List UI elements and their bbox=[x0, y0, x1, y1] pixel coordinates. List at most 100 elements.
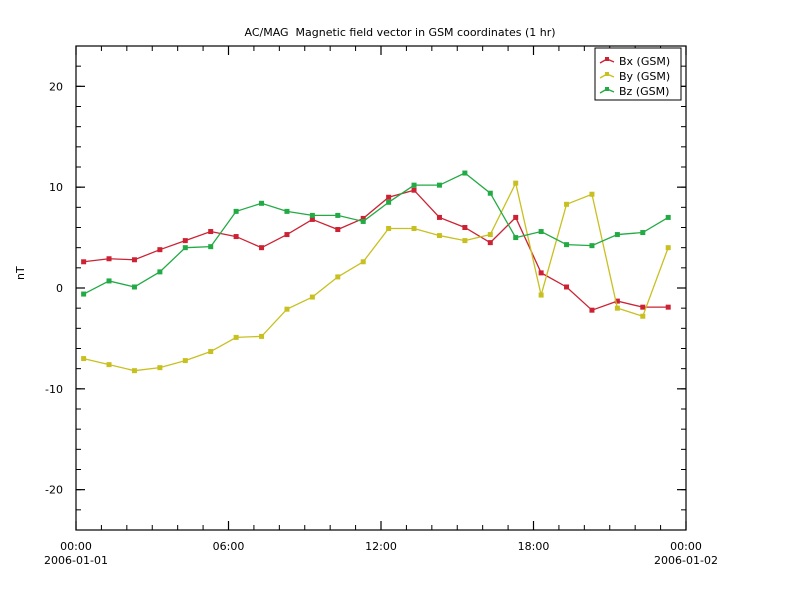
data-point-marker bbox=[335, 274, 341, 280]
data-point-marker bbox=[208, 229, 214, 235]
data-point-marker bbox=[665, 304, 671, 310]
data-point-marker bbox=[436, 182, 442, 188]
data-point-marker bbox=[640, 230, 646, 236]
data-point-marker bbox=[487, 190, 493, 196]
data-point-marker bbox=[284, 306, 290, 312]
data-point-marker bbox=[538, 229, 544, 235]
data-point-marker bbox=[259, 333, 265, 339]
legend-frame bbox=[594, 47, 682, 101]
axes-rect bbox=[75, 45, 687, 531]
data-point-marker bbox=[513, 235, 519, 241]
data-point-marker bbox=[487, 240, 493, 246]
data-point-marker bbox=[360, 218, 366, 224]
series-line bbox=[83, 189, 669, 311]
data-point-marker bbox=[462, 238, 468, 244]
data-point-marker bbox=[411, 187, 417, 193]
data-point-marker bbox=[131, 368, 137, 374]
x-tick-label: 12:00 bbox=[365, 540, 397, 553]
legend-item-bz[interactable]: Bz (GSM) bbox=[599, 85, 669, 98]
data-point-marker bbox=[259, 200, 265, 206]
legend-item-label: By (GSM) bbox=[619, 70, 670, 83]
data-point-marker bbox=[538, 270, 544, 276]
data-point-marker bbox=[208, 244, 214, 250]
y-tick-label: -10 bbox=[45, 383, 63, 396]
legend-item-by[interactable]: By (GSM) bbox=[599, 70, 670, 83]
data-point-marker bbox=[182, 245, 188, 251]
series-bx bbox=[81, 187, 671, 313]
data-point-marker bbox=[462, 225, 468, 230]
data-point-marker bbox=[386, 194, 392, 200]
data-point-marker bbox=[131, 284, 137, 290]
data-point-marker bbox=[411, 182, 417, 188]
y-axis-ticks: -20 -10 0 10 20 bbox=[45, 45, 686, 531]
y-tick-label: -20 bbox=[45, 484, 63, 497]
legend-box[interactable]: Bx (GSM) By (GSM) Bz (GSM) bbox=[594, 47, 682, 101]
data-point-marker bbox=[157, 269, 163, 275]
y-tick-label: 10 bbox=[49, 181, 63, 194]
data-point-marker bbox=[487, 232, 493, 238]
data-point-marker bbox=[106, 362, 112, 368]
data-point-marker bbox=[436, 214, 442, 220]
axes-frame bbox=[75, 45, 687, 531]
data-point-marker bbox=[386, 199, 392, 205]
data-point-marker bbox=[538, 292, 544, 298]
y-tick-label: 0 bbox=[56, 282, 63, 295]
legend-swatch-marker bbox=[605, 57, 609, 61]
data-point-marker bbox=[182, 238, 188, 244]
data-point-marker bbox=[411, 226, 417, 232]
data-point-marker bbox=[81, 291, 87, 297]
data-point-marker bbox=[259, 245, 265, 251]
data-point-marker bbox=[233, 334, 239, 340]
x-date-label: 2006-01-02 bbox=[654, 554, 718, 567]
x-tick-label: 00:00 bbox=[670, 540, 702, 553]
x-tick-label: 00:00 bbox=[60, 540, 92, 553]
data-point-marker bbox=[564, 201, 570, 207]
data-point-marker bbox=[589, 191, 595, 197]
chart-title: AC/MAG Magnetic field vector in GSM coor… bbox=[244, 26, 556, 39]
data-point-marker bbox=[335, 212, 341, 218]
data-point-marker bbox=[462, 170, 468, 176]
data-point-marker bbox=[131, 257, 137, 263]
legend-item-label: Bx (GSM) bbox=[619, 55, 670, 68]
data-point-marker bbox=[309, 216, 315, 222]
x-tick-label: 18:00 bbox=[518, 540, 550, 553]
data-point-marker bbox=[106, 278, 112, 284]
data-point-marker bbox=[360, 259, 366, 265]
data-point-marker bbox=[665, 245, 671, 251]
series-by bbox=[81, 180, 671, 374]
data-point-marker bbox=[589, 307, 595, 313]
data-point-marker bbox=[614, 305, 620, 311]
y-tick-label: 20 bbox=[49, 80, 63, 93]
series-line bbox=[83, 181, 669, 372]
data-point-marker bbox=[208, 349, 214, 355]
data-point-marker bbox=[513, 214, 519, 220]
data-point-marker bbox=[284, 232, 290, 238]
data-point-marker bbox=[233, 234, 239, 240]
data-point-marker bbox=[157, 247, 163, 253]
data-point-marker bbox=[436, 233, 442, 239]
data-series-group bbox=[81, 170, 671, 374]
data-point-marker bbox=[640, 304, 646, 310]
data-point-marker bbox=[614, 232, 620, 238]
data-point-marker bbox=[564, 242, 570, 248]
data-point-marker bbox=[309, 212, 315, 218]
data-point-marker bbox=[564, 284, 570, 290]
series-line bbox=[83, 172, 669, 295]
data-point-marker bbox=[233, 208, 239, 214]
legend-swatch-marker bbox=[605, 72, 609, 76]
x-date-label: 2006-01-01 bbox=[44, 554, 108, 567]
legend-item-bx[interactable]: Bx (GSM) bbox=[599, 55, 670, 68]
data-point-marker bbox=[81, 259, 87, 265]
data-point-marker bbox=[386, 226, 392, 232]
data-point-marker bbox=[335, 227, 341, 233]
data-point-marker bbox=[81, 356, 87, 362]
data-point-marker bbox=[182, 358, 188, 364]
data-point-marker bbox=[157, 365, 163, 371]
data-point-marker bbox=[309, 294, 315, 300]
data-point-marker bbox=[513, 180, 519, 186]
legend-swatch-marker bbox=[605, 87, 609, 91]
data-point-marker bbox=[665, 214, 671, 220]
